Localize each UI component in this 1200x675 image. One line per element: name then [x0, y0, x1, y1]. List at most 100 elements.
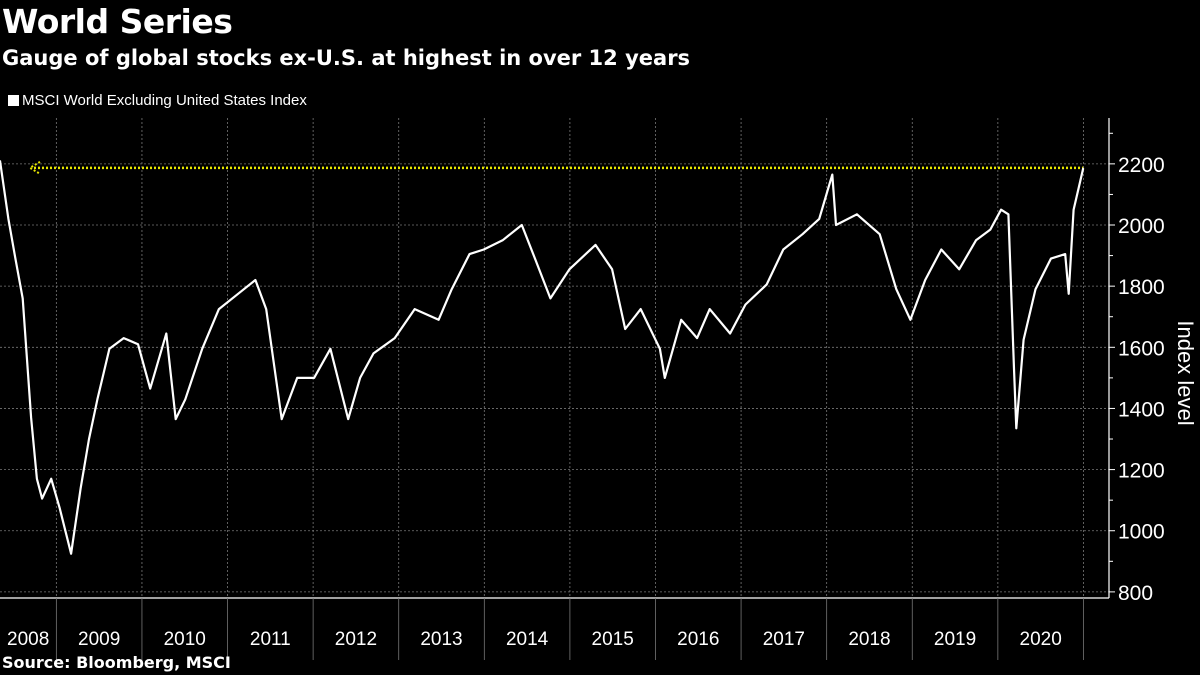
data-point: [149, 387, 151, 390]
data-point: [96, 398, 99, 401]
data-point: [50, 477, 53, 480]
x-tick-label: 2013: [420, 629, 462, 650]
data-point: [744, 303, 747, 306]
data-point: [201, 348, 204, 350]
data-point: [359, 377, 361, 379]
data-point: [765, 283, 768, 286]
data-point: [680, 318, 683, 321]
data-point: [70, 552, 72, 555]
data-point: [413, 308, 416, 310]
x-tick-label: 2010: [164, 629, 206, 650]
data-point: [329, 348, 332, 350]
data-point: [801, 233, 804, 235]
y-axis-label: Index level: [1173, 320, 1198, 425]
data-point: [611, 268, 613, 271]
data-point: [450, 288, 453, 291]
data-point: [137, 343, 139, 346]
data-point: [1000, 208, 1002, 211]
chart-subtitle: Gauge of global stocks ex-U.S. at highes…: [2, 46, 691, 70]
data-point: [79, 487, 82, 489]
data-point: [108, 348, 111, 350]
data-point: [659, 348, 661, 350]
data-point: [909, 318, 912, 321]
data-point: [30, 416, 32, 419]
data-point: [1064, 253, 1066, 255]
data-point: [1050, 257, 1052, 260]
y-tick-label: 1200: [1118, 460, 1165, 483]
data-point: [122, 337, 125, 339]
y-tick-label: 2000: [1118, 215, 1165, 238]
chart-title: World Series: [2, 2, 233, 41]
data-point: [624, 328, 627, 330]
x-axis: 2008 2009 2010 2011 2012 2013 2014 2015 2016 2017…: [0, 597, 1109, 660]
data-point: [708, 308, 711, 310]
y-axis: 800 1000 1200 1400 1600 1800 2000 2200: [1108, 118, 1165, 605]
y-tick-label: 1400: [1118, 398, 1165, 421]
legend: MSCI World Excluding United States Index: [8, 92, 307, 109]
x-tick-label: 2012: [335, 629, 377, 650]
data-point: [835, 224, 837, 226]
x-tick-label: 2017: [763, 629, 805, 650]
x-tick-label: 2019: [934, 629, 976, 650]
data-point: [88, 438, 90, 440]
grid: [0, 118, 1109, 598]
data-point: [372, 352, 375, 355]
data-point: [1067, 292, 1070, 295]
y-tick-label: 2200: [1118, 154, 1165, 177]
data-point: [989, 228, 992, 231]
data-point: [1015, 427, 1018, 430]
data-point: [940, 248, 943, 251]
x-tick-label: 2009: [78, 629, 120, 650]
data-point: [664, 377, 666, 379]
data-point: [347, 418, 350, 420]
data-point: [0, 160, 1, 162]
data-point: [483, 248, 485, 251]
data-point: [280, 418, 283, 420]
data-point: [313, 377, 315, 379]
y-tick-label: 1800: [1118, 276, 1165, 299]
data-point: [1072, 208, 1075, 211]
data-point: [831, 173, 834, 176]
y-tick-label: 1000: [1118, 521, 1165, 544]
data-point: [521, 224, 523, 226]
data-point: [975, 239, 977, 242]
data-point: [1022, 338, 1025, 341]
data-point: [568, 268, 571, 271]
source-note: Source: Bloomberg, MSCI: [2, 653, 231, 672]
data-point: [639, 308, 642, 310]
data-point: [265, 308, 268, 310]
data-point: [58, 507, 61, 509]
data-point: [254, 279, 257, 281]
legend-swatch: [8, 95, 19, 106]
x-tick-label: 2018: [848, 629, 890, 650]
data-point: [782, 248, 785, 251]
data-point: [296, 377, 298, 379]
x-tick-label: 2014: [506, 629, 549, 650]
data-point: [184, 398, 187, 401]
data-point: [218, 308, 220, 310]
legend-label: MSCI World Excluding United States Index: [22, 92, 307, 109]
data-point: [21, 297, 24, 300]
data-point: [958, 268, 960, 271]
data-point: [174, 418, 177, 420]
data-point: [468, 253, 471, 255]
x-tick-label: 2015: [592, 629, 634, 650]
data-point: [878, 233, 881, 235]
data-point: [14, 257, 17, 260]
data-point: [696, 337, 698, 339]
data-point: [856, 213, 858, 216]
x-tick-label: 2008: [7, 629, 49, 650]
data-point: [534, 257, 536, 260]
data-point: [729, 332, 731, 335]
series-group: [0, 160, 1085, 555]
data-point: [1034, 288, 1037, 291]
x-tick-label: 2016: [677, 629, 719, 650]
data-point: [501, 239, 504, 242]
data-point: [437, 318, 440, 321]
data-point: [393, 337, 396, 339]
data-point: [594, 244, 597, 246]
data-point: [41, 497, 43, 500]
data-point: [7, 218, 10, 220]
data-point: [924, 279, 926, 281]
data-point: [237, 292, 239, 295]
